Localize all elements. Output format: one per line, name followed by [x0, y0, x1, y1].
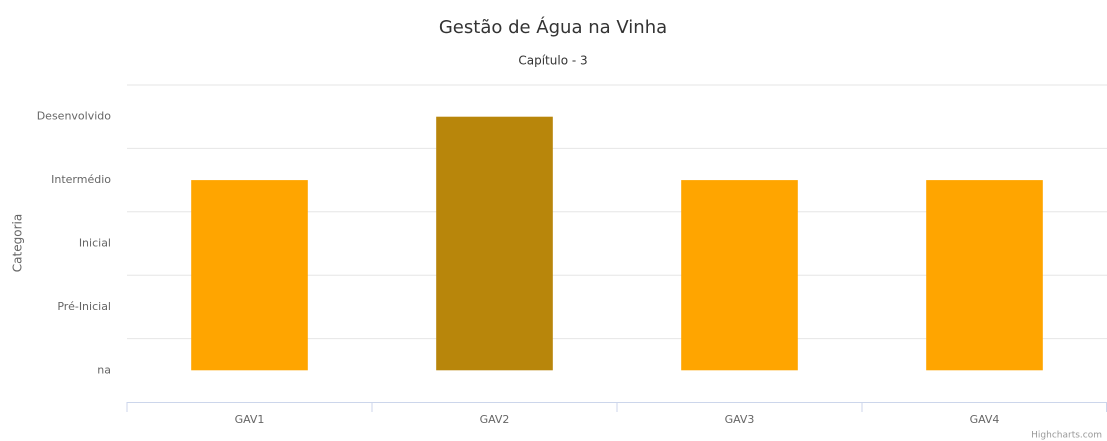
y-tick-label: Desenvolvido: [37, 110, 112, 123]
credits[interactable]: Highcharts.com: [1031, 431, 1102, 441]
y-tick-label: na: [97, 363, 111, 376]
y-tick-label: Intermédio: [51, 173, 111, 186]
x-tick-label: GAV4: [970, 413, 1000, 426]
bar: [926, 180, 1043, 371]
chart-subtitle: Capítulo - 3: [518, 54, 587, 68]
bar: [436, 116, 553, 371]
y-tick-label: Pré-Inicial: [57, 300, 111, 313]
y-tick-label: Inicial: [79, 237, 111, 250]
y-axis-title: Categoria: [11, 214, 25, 272]
chart-title: Gestão de Água na Vinha: [439, 16, 667, 38]
x-tick-label: GAV2: [480, 413, 510, 426]
bar: [191, 180, 308, 371]
x-tick-label: GAV1: [235, 413, 265, 426]
bar: [681, 180, 798, 371]
x-tick-label: GAV3: [725, 413, 755, 426]
